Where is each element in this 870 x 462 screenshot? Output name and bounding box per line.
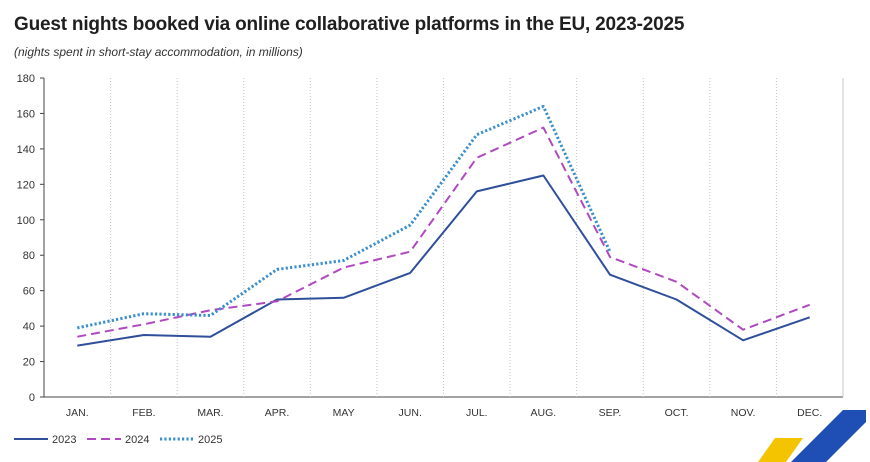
x-tick-label: AUG.	[531, 407, 557, 419]
x-tick-label: MAY	[333, 407, 355, 419]
x-tick-label: SEP.	[599, 407, 622, 419]
x-tick-label: NOV.	[731, 407, 756, 419]
y-tick-label: 180	[17, 73, 35, 85]
y-tick-label: 40	[23, 321, 35, 333]
y-tick-label: 120	[17, 179, 35, 191]
x-tick-label: DEC.	[797, 407, 822, 419]
y-tick-label: 100	[17, 215, 35, 227]
eurostat-logo	[758, 410, 866, 462]
y-tick-label: 0	[29, 392, 35, 404]
x-tick-label: OCT.	[665, 407, 689, 419]
x-tick-label: JAN.	[66, 407, 89, 419]
x-tick-label: JUN.	[399, 407, 422, 419]
x-tick-label: FEB.	[132, 407, 155, 419]
y-tick-label: 20	[23, 357, 35, 369]
logo-yellow-shape	[758, 438, 803, 462]
x-tick-label: JUL.	[466, 407, 488, 419]
series-line-2023	[77, 174, 811, 347]
legend-label-2025: 2025	[198, 434, 222, 446]
y-tick-label: 160	[17, 108, 35, 120]
y-tick-label: 80	[23, 250, 35, 262]
series-line-2025	[76, 104, 612, 330]
x-tick-label: APR.	[265, 407, 290, 419]
legend-label-2023: 2023	[52, 434, 76, 446]
logo-blue-shape	[791, 410, 866, 462]
chart-title: Guest nights booked via online collabora…	[14, 14, 685, 35]
series-line-2024	[77, 126, 811, 338]
y-tick-label: 60	[23, 286, 35, 298]
legend-label-2024: 2024	[125, 434, 149, 446]
chart-subtitle: (nights spent in short-stay accommodatio…	[14, 45, 303, 59]
y-tick-label: 140	[17, 144, 35, 156]
x-tick-label: MAR.	[197, 407, 223, 419]
